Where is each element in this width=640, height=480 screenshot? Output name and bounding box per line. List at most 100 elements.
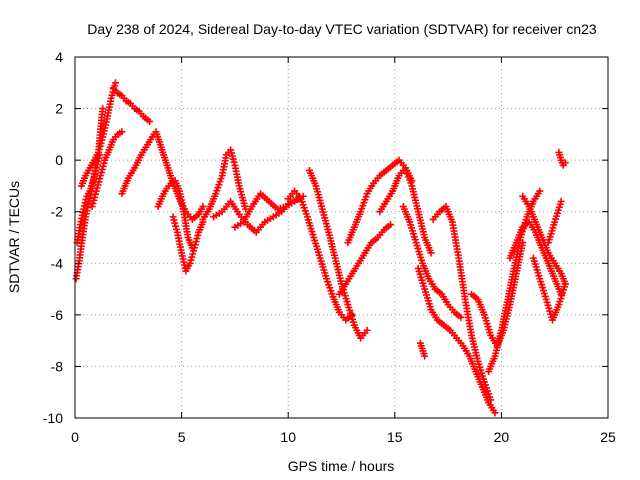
data-point-trail xyxy=(343,272,355,285)
data-point-trail xyxy=(293,194,304,204)
data-point-trail xyxy=(533,231,545,249)
data-point-trail xyxy=(533,221,545,239)
data-point-trail xyxy=(378,168,388,178)
data-point-trail xyxy=(420,262,432,280)
grid-lines xyxy=(75,57,608,418)
data-point-trail xyxy=(479,386,492,404)
data-point-trail xyxy=(93,154,103,169)
data-point-trail xyxy=(89,190,99,207)
data-point-trail xyxy=(344,313,354,322)
data-point-trail xyxy=(550,303,562,321)
data-point-trail xyxy=(409,185,422,213)
data-point-trail xyxy=(307,169,319,187)
data-point-trail xyxy=(415,211,428,239)
data-point-trail xyxy=(236,185,249,210)
data-point xyxy=(99,105,107,113)
data-point xyxy=(457,313,465,321)
data-point-trail xyxy=(377,200,389,213)
data-point-trail xyxy=(372,174,382,185)
data-point-trail xyxy=(267,199,279,211)
data-point-trail xyxy=(145,133,156,146)
data-point-trail xyxy=(446,303,456,314)
data-point-trail xyxy=(141,114,151,124)
data-point-trail xyxy=(422,288,434,311)
data-point-trail xyxy=(174,231,185,254)
data-point-trail xyxy=(530,257,543,280)
data-point-trail xyxy=(473,370,485,388)
data-point-trail xyxy=(415,267,428,290)
data-point xyxy=(421,352,429,360)
data-point-trail xyxy=(376,228,386,239)
data-point-trail xyxy=(363,241,374,254)
y-tick-label: -10 xyxy=(43,410,63,426)
data-point-trail xyxy=(466,355,479,373)
data-point-trail xyxy=(345,303,357,326)
data-point-trail xyxy=(417,342,428,358)
data-point-trail xyxy=(97,159,108,177)
data-point-trail xyxy=(350,262,361,275)
series-arc19 xyxy=(429,203,495,404)
data-point-trail xyxy=(92,151,101,162)
data-point-trail xyxy=(241,205,255,223)
series-arc6 xyxy=(118,130,158,198)
data-point-trail xyxy=(358,193,370,213)
data-point-trail xyxy=(455,257,469,300)
data-point-trail xyxy=(276,203,287,212)
y-tick-label: 0 xyxy=(55,152,63,168)
data-point xyxy=(491,409,499,417)
data-point-trail xyxy=(439,293,451,306)
data-point-trail xyxy=(545,262,558,280)
series-arc10 xyxy=(199,146,250,223)
data-point-trail xyxy=(317,257,330,280)
data-point xyxy=(557,197,565,205)
data-point xyxy=(363,326,371,334)
y-tick-label: -4 xyxy=(51,255,64,271)
series-arc28 xyxy=(555,148,569,169)
series-arc20 xyxy=(414,264,499,417)
data-point-trail xyxy=(332,257,345,285)
data-point-trail xyxy=(475,298,487,316)
series-arc14 xyxy=(306,166,371,342)
data-point-trail xyxy=(338,311,348,321)
data-point-trail xyxy=(311,236,323,259)
data-point-trail xyxy=(429,308,440,321)
data-point-trail xyxy=(443,205,455,223)
data-point-trail xyxy=(498,298,511,332)
data-point-trail xyxy=(527,221,538,234)
y-tick-label: -2 xyxy=(51,204,64,220)
data-point-trail xyxy=(324,278,336,298)
data-point-trail xyxy=(227,149,238,166)
data-point-trail xyxy=(481,314,494,337)
data-point-trail xyxy=(86,188,95,202)
data-point xyxy=(118,128,126,136)
series-arc25 xyxy=(519,192,569,288)
data-point-trail xyxy=(461,344,472,358)
x-tick-label: 20 xyxy=(494,429,510,445)
data-point-trail xyxy=(80,195,90,210)
x-tick-label: 25 xyxy=(600,429,616,445)
data-point-trail xyxy=(539,236,551,254)
data-point-trail xyxy=(232,164,243,187)
series-arc8 xyxy=(154,177,196,252)
data-point-trail xyxy=(220,200,233,213)
data-point-trail xyxy=(325,231,338,259)
data-point-trail xyxy=(313,185,326,210)
series-arc18 xyxy=(399,203,465,321)
data-point-trail xyxy=(212,209,223,219)
data-point-trail xyxy=(304,216,317,239)
data-point-trail xyxy=(337,282,348,296)
chart-title: Day 238 of 2024, Sidereal Day-to-day VTE… xyxy=(87,21,597,37)
data-point-trail xyxy=(422,236,434,254)
series-arc13 xyxy=(284,187,356,324)
series-arc9 xyxy=(169,213,207,275)
data-point-trail xyxy=(453,310,463,320)
data-point-trail xyxy=(351,210,364,229)
data-point-trail xyxy=(470,292,480,302)
y-tick-label: 2 xyxy=(55,101,63,117)
y-axis-label: SDTVAR / TECUs xyxy=(6,181,22,293)
data-point-trail xyxy=(228,200,241,216)
data-point-trail xyxy=(455,337,465,347)
x-axis-label: GPS time / hours xyxy=(288,458,395,474)
data-point-trail xyxy=(95,136,106,153)
